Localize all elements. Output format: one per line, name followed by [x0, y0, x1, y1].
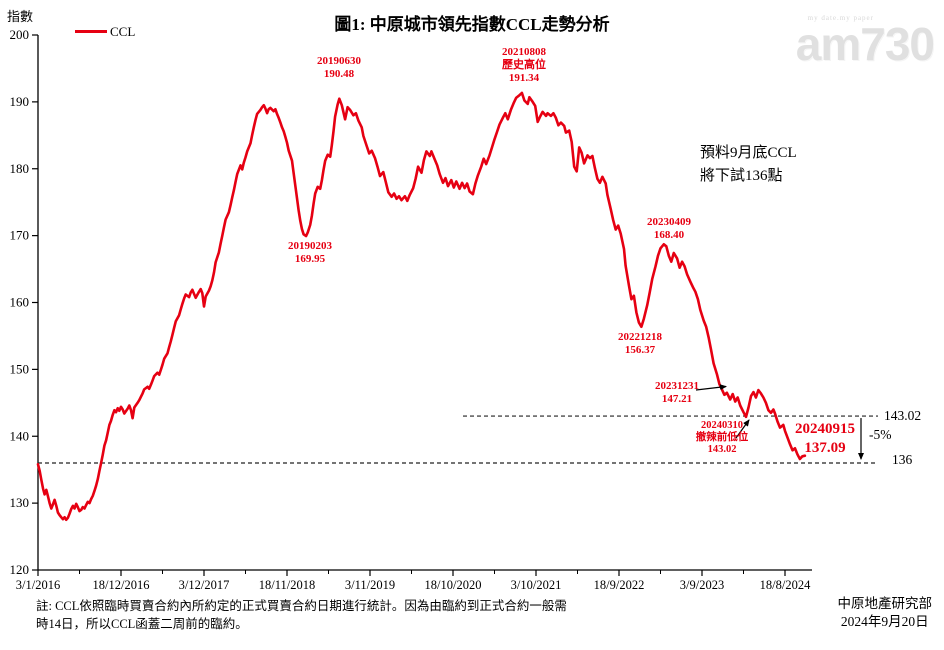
x-tick-label: 3/12/2017 — [179, 578, 230, 592]
annotation-date: 20230409 — [647, 216, 691, 228]
arrow-20240310 — [735, 419, 750, 439]
annotation-arrows — [695, 384, 864, 460]
annotation-note: 撤辣前低位 — [695, 432, 749, 443]
credit-org: 中原地產研究部 — [837, 596, 933, 611]
annotation-date: 20221218 — [618, 331, 662, 343]
y-tick-label: 120 — [10, 562, 30, 577]
arrow-20231231 — [695, 384, 727, 391]
ref-label-minus5pct: -5% — [869, 427, 892, 442]
y-tick-label: 130 — [10, 495, 30, 510]
y-tick-label: 140 — [10, 428, 30, 443]
annotation-value: 169.95 — [294, 253, 326, 265]
annotation-20240915: 20240915 137.09 — [795, 420, 855, 458]
x-tick-label: 18/12/2016 — [93, 578, 150, 592]
annotation-value: 143.02 — [707, 444, 737, 455]
x-tick-label: 3/10/2021 — [511, 578, 562, 592]
ref-label-136: 136 — [892, 452, 913, 467]
y-tick-label: 180 — [10, 161, 30, 176]
annotation-value: 156.37 — [624, 344, 656, 356]
x-tick-label: 18/8/2024 — [760, 578, 811, 592]
annotation-20230409: 20230409 168.40 — [647, 216, 691, 242]
annotation-20190203: 20190203 169.95 — [288, 240, 332, 266]
annotation-value: 147.21 — [661, 393, 693, 405]
y-tick-label: 150 — [10, 361, 30, 376]
y-tick-label: 200 — [10, 27, 30, 42]
x-tick-label: 3/9/2023 — [680, 578, 724, 592]
legend-label: CCL — [110, 24, 136, 39]
reference-dashed-lines — [38, 415, 878, 464]
x-tick-label: 18/10/2020 — [425, 578, 482, 592]
annotation-date: 20190630 — [317, 55, 361, 67]
annotation-date: 20190203 — [288, 240, 332, 252]
source-credit: 中原地產研究部 2024年9月20日 — [838, 595, 933, 631]
annotation-date: 20210808 — [502, 46, 546, 58]
footnote: 註: CCL依照臨時買賣合約內所約定的正式買賣合約日期進行統計。因為由臨約到正式… — [36, 598, 567, 633]
y-tick-label: 190 — [10, 94, 30, 109]
annotation-date: 20240915 — [795, 421, 855, 437]
x-tick-label: 18/11/2018 — [259, 578, 315, 592]
am730-logo: am730 — [795, 18, 935, 70]
y-axis-title: 指數 — [7, 9, 34, 24]
page-title: 圖1: 中原城市領先指數CCL走勢分析 — [334, 15, 610, 34]
x-tick-label: 3/1/2016 — [16, 578, 60, 592]
watermark-tagline: my date.my paper — [807, 14, 874, 22]
x-tick-label: 18/9/2022 — [594, 578, 645, 592]
ccl-series-line — [36, 91, 807, 522]
annotation-value: 190.48 — [323, 68, 355, 80]
annotation-note: 歷史高位 — [502, 59, 546, 71]
annotation-20221218: 20221218 156.37 — [618, 331, 662, 357]
forecast-note-line1: 預料9月底CCL — [700, 145, 797, 161]
annotation-20231231: 20231231 147.21 — [655, 380, 699, 406]
ref-label-143: 143.02 — [884, 408, 922, 423]
annotation-20240310: 20240310 撤辣前低位 143.02 — [696, 420, 749, 456]
am730-watermark: my date.my paper am730 — [795, 14, 935, 70]
footnote-line1: 註: CCL依照臨時買賣合約內所約定的正式買賣合約日期進行統計。因為由臨約到正式… — [36, 599, 567, 613]
annotation-date: 20240310 — [701, 420, 743, 431]
footnote-line2: 時14日，所以CCL函蓋二周前的臨約。 — [36, 616, 248, 631]
x-tick-label: 3/11/2019 — [345, 578, 395, 592]
legend-line-swatch — [75, 30, 107, 33]
annotation-date: 20231231 — [655, 380, 699, 392]
annotation-20210808: 20210808 歷史高位 191.34 — [502, 46, 546, 85]
forecast-note-line2: 將下試136點 — [700, 168, 783, 184]
annotation-20190630: 20190630 190.48 — [317, 55, 361, 81]
annotation-value: 191.34 — [508, 72, 540, 84]
credit-date: 2024年9月20日 — [840, 614, 929, 629]
forecast-note: 預料9月底CCL 將下試136點 — [700, 142, 797, 188]
annotation-value: 168.40 — [653, 229, 685, 241]
y-tick-label: 170 — [10, 228, 30, 243]
y-tick-label: 160 — [10, 295, 30, 310]
annotation-value: 137.09 — [804, 440, 846, 456]
